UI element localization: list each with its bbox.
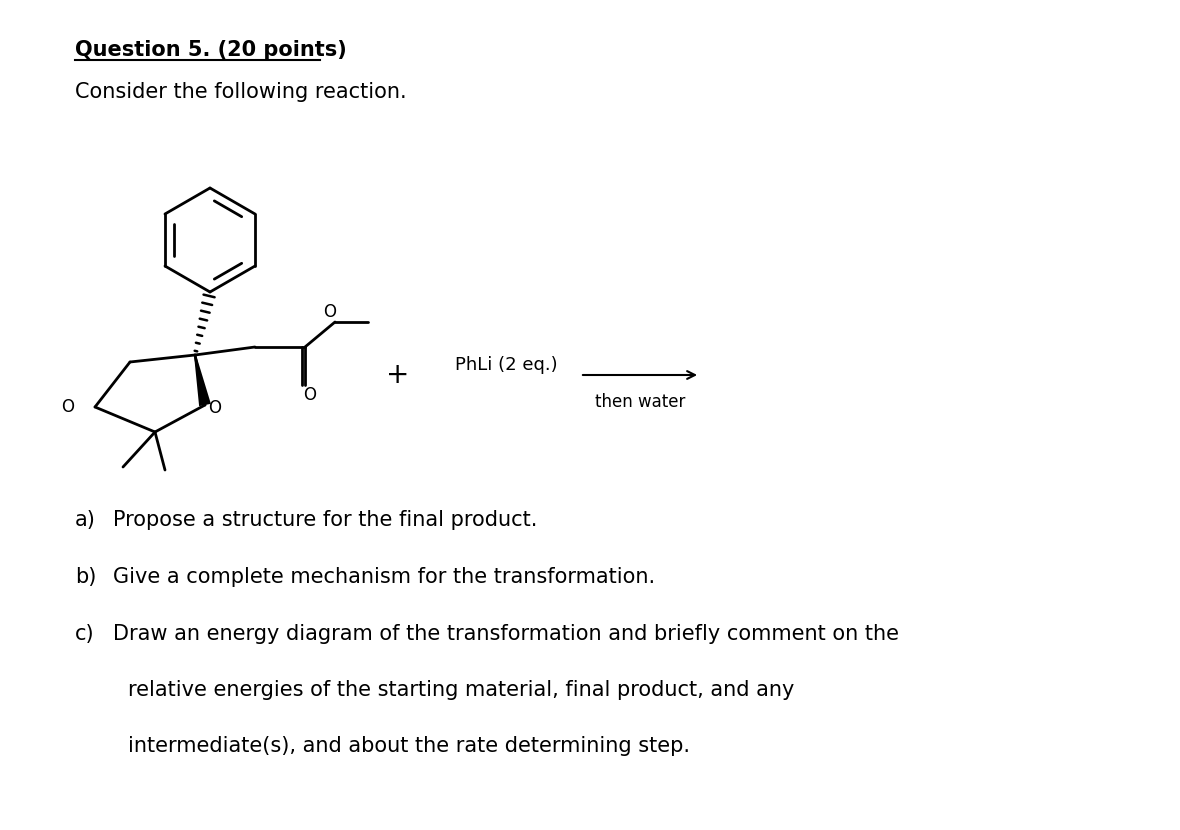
Text: O: O <box>303 386 316 404</box>
Polygon shape <box>194 354 211 406</box>
Text: b): b) <box>76 567 97 587</box>
Text: +: + <box>386 361 409 389</box>
Text: then water: then water <box>595 393 686 411</box>
Text: PhLi (2 eq.): PhLi (2 eq.) <box>455 356 558 374</box>
Text: Question 5. (20 points): Question 5. (20 points) <box>76 40 347 60</box>
Text: a): a) <box>76 510 96 530</box>
Text: Give a complete mechanism for the transformation.: Give a complete mechanism for the transf… <box>113 567 655 587</box>
Text: relative energies of the starting material, final product, and any: relative energies of the starting materi… <box>127 680 794 700</box>
Text: Propose a structure for the final product.: Propose a structure for the final produc… <box>113 510 537 530</box>
Text: O: O <box>209 399 222 417</box>
Text: intermediate(s), and about the rate determining step.: intermediate(s), and about the rate dete… <box>127 736 690 756</box>
Text: O: O <box>323 303 336 321</box>
Text: Consider the following reaction.: Consider the following reaction. <box>76 82 407 102</box>
Text: Draw an energy diagram of the transformation and briefly comment on the: Draw an energy diagram of the transforma… <box>113 624 899 644</box>
Text: c): c) <box>76 624 94 644</box>
Text: O: O <box>61 398 74 416</box>
